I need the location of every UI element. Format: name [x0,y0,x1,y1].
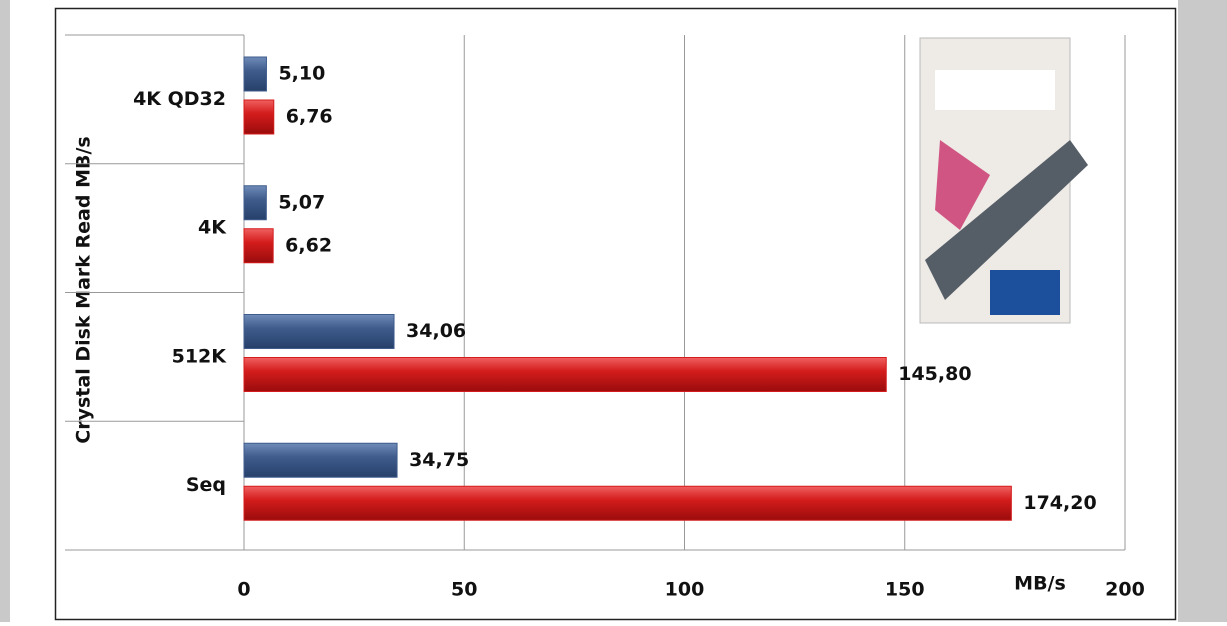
value-label: 5,10 [278,63,325,85]
value-label: 34,75 [409,449,469,471]
bar [243,56,267,92]
y-tick-label: 4K [198,217,227,239]
x-tick-label: 100 [665,579,705,601]
value-label: 6,76 [286,106,333,128]
y-axis-label: Crystal Disk Mark Read MB/s [73,136,95,443]
x-tick-label: 200 [1105,579,1145,601]
bar [243,442,398,478]
value-label: 6,62 [285,234,332,256]
x-tick-label: 50 [451,579,477,601]
bar [243,228,274,264]
bar [243,485,1012,521]
y-tick-label: 512K [172,345,228,367]
y-tick-label: Seq [186,474,226,496]
value-label: 34,06 [406,320,466,342]
bar [243,185,267,221]
x-axis-label: MB/s [1014,573,1066,595]
value-label: 174,20 [1023,492,1096,514]
value-label: 145,80 [898,363,971,385]
bar [243,314,395,349]
value-label: 5,07 [278,191,325,213]
x-tick-label: 0 [237,579,250,601]
x-tick-label: 150 [885,579,925,601]
side-strip [1178,0,1227,622]
y-tick-label: 4K QD32 [133,88,226,110]
bar [243,99,275,135]
bar [243,357,887,392]
side-strip [0,0,10,622]
product-image [919,37,1088,324]
